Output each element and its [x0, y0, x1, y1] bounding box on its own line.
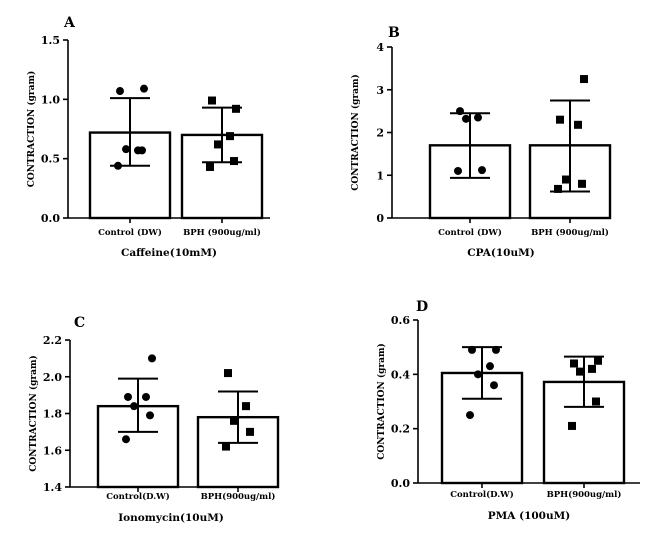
data-point: [574, 120, 582, 129]
category-label: Control (DW): [438, 227, 502, 238]
y-tick-label: 1.0: [41, 93, 60, 106]
data-point: [492, 345, 500, 354]
data-point: [122, 145, 130, 154]
data-point: [134, 146, 142, 155]
data-point: [222, 442, 230, 451]
data-point: [114, 161, 122, 170]
data-point: [124, 392, 132, 401]
y-tick-label: 3: [376, 84, 384, 97]
data-point: [580, 75, 588, 84]
data-point: [230, 157, 238, 166]
data-point: [578, 179, 586, 188]
data-point: [466, 411, 474, 420]
data-point: [490, 381, 498, 390]
y-axis-label: CONTRACTION (gram): [376, 343, 387, 460]
chart-panel-d: D 0.0 0.2 0.4 0.6 CONTRACTION (gram) PMA (100u…: [376, 299, 640, 522]
data-point: [568, 421, 576, 430]
data-point: [224, 369, 232, 378]
data-point: [214, 140, 222, 149]
data-point: [226, 132, 234, 141]
data-point: [486, 362, 494, 371]
data-point: [242, 402, 250, 411]
y-tick-label: 1.6: [43, 444, 62, 457]
data-point: [562, 175, 570, 184]
y-tick-label: 0.4: [391, 368, 410, 381]
data-point: [556, 115, 564, 124]
y-tick-label: 1.5: [41, 34, 60, 47]
category-label: Control(D.W): [450, 489, 514, 500]
panel-label: A: [63, 15, 76, 31]
y-tick-label: 0.6: [391, 314, 410, 327]
data-point: [140, 84, 148, 93]
data-point: [474, 113, 482, 122]
y-tick-label: 0: [376, 212, 384, 225]
y-tick-label: 1.4: [43, 481, 62, 494]
data-point: [146, 411, 154, 420]
category-label: BPH (900ug/ml): [531, 227, 609, 238]
data-point: [116, 87, 124, 96]
data-point: [454, 166, 462, 175]
data-point: [594, 356, 602, 365]
chart-panel-a: A 0.0 0.5 1.0 1.5 CONTRACTION (gram) Caffeine(…: [26, 15, 270, 259]
data-point: [554, 184, 562, 193]
category-label: BPH (900ug/ml): [183, 227, 261, 238]
category-label: Control (DW): [98, 227, 162, 238]
data-point: [232, 104, 240, 113]
y-axis-label: CONTRACTION (gram): [350, 74, 361, 191]
category-label: BPH(900ug/ml): [547, 489, 622, 500]
data-point: [206, 162, 214, 171]
y-tick-label: 1.8: [43, 408, 62, 421]
x-axis-label: Ionomycin(10uM): [118, 512, 224, 524]
data-point: [148, 354, 156, 363]
x-axis-label: Caffeine(10mM): [121, 247, 217, 259]
y-tick-label: 2.0: [43, 371, 62, 384]
panel-label: D: [416, 299, 428, 315]
y-tick-label: 2: [376, 127, 384, 140]
data-point: [462, 114, 470, 123]
data-point: [246, 427, 254, 436]
y-tick-label: 1: [376, 169, 384, 182]
data-point: [576, 367, 584, 376]
panel-label: C: [74, 315, 85, 331]
chart-panel-c: C 1.4 1.6 1.8 2.0 2.2 CONTRACTION (gram) Ionomy…: [28, 315, 280, 524]
y-tick-label: 2.2: [43, 334, 62, 347]
y-axis-label: CONTRACTION (gram): [26, 71, 37, 188]
category-label: Control(D.W): [106, 491, 170, 502]
data-point: [208, 96, 216, 105]
y-axis-label: CONTRACTION (gram): [28, 355, 39, 472]
data-point: [468, 345, 476, 354]
x-axis-label: CPA(10uM): [467, 247, 534, 259]
data-point: [230, 416, 238, 425]
category-label: BPH(900ug/ml): [201, 491, 276, 502]
data-point: [456, 107, 464, 116]
chart-panel-b: B 0 1 2 3 4 CONTRACTION (gram) CPA(10uM) Control…: [350, 25, 612, 259]
data-point: [142, 392, 150, 401]
y-tick-label: 0.0: [391, 477, 410, 490]
data-point: [588, 364, 596, 373]
data-point: [122, 435, 130, 444]
y-tick-label: 0.2: [391, 423, 410, 436]
data-point: [478, 166, 486, 175]
data-point: [592, 397, 600, 406]
y-tick-label: 0.0: [41, 212, 60, 225]
data-point: [570, 359, 578, 368]
data-point: [474, 370, 482, 379]
data-point: [130, 402, 138, 411]
y-tick-label: 4: [376, 41, 384, 54]
x-axis-label: PMA (100uM): [488, 510, 570, 522]
y-tick-label: 0.5: [41, 153, 60, 166]
panel-label: B: [388, 25, 400, 41]
